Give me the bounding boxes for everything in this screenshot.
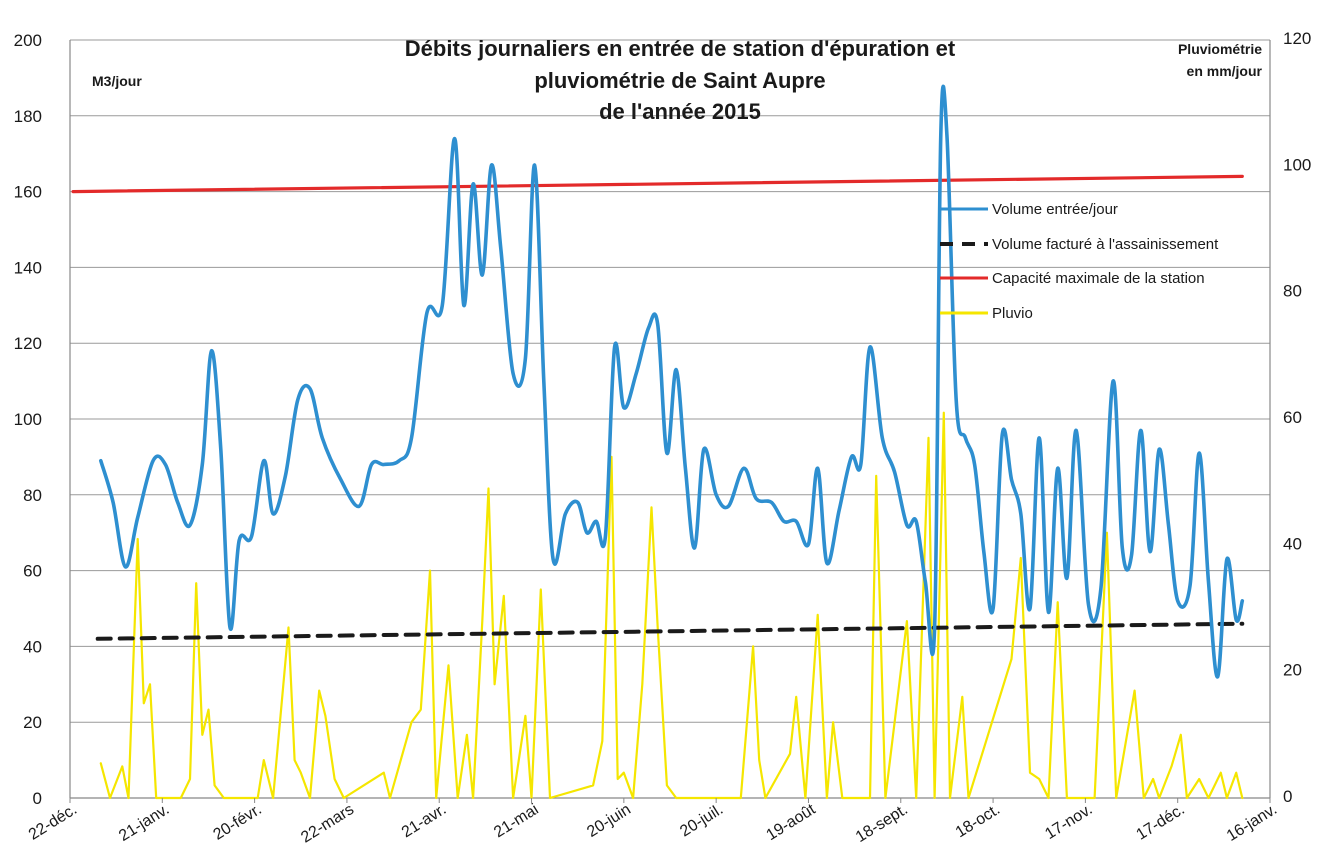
right-axis-tick-label-1: 20 xyxy=(1283,661,1302,680)
x-axis-tick-label-12: 17-déc. xyxy=(1134,801,1188,844)
x-axis-tick-label-9: 18-sept. xyxy=(853,801,911,846)
left-axis-tick-label-2: 40 xyxy=(23,637,42,656)
legend-label-volume-facture-a-l-assainissement: Volume facturé à l'assainissement xyxy=(992,236,1219,253)
legend-label-pluvio: Pluvio xyxy=(992,305,1033,322)
series-line-pluvio xyxy=(99,411,1244,800)
series-line-volume-entree-jour xyxy=(99,84,1245,679)
left-axis-tick-label-3: 60 xyxy=(23,562,42,581)
right-axis-tick-label-3: 60 xyxy=(1283,408,1302,427)
left-axis-tick-label-10: 200 xyxy=(14,31,42,50)
legend-label-volume-entree-jour: Volume entrée/jour xyxy=(992,201,1118,218)
x-axis-tick-label-4: 21-avr. xyxy=(399,801,449,841)
left-axis-tick-label-1: 20 xyxy=(23,713,42,732)
left-axis-tick-label-4: 80 xyxy=(23,486,42,505)
left-axis-tick-label-6: 120 xyxy=(14,334,42,353)
x-axis-tick-label-11: 17-nov. xyxy=(1042,801,1095,843)
gridlines xyxy=(70,39,1270,723)
right-axis-unit-label-line-2: en mm/jour xyxy=(1187,63,1263,79)
x-axis-tick-label-1: 21-janv. xyxy=(116,801,172,845)
chart-title-line-3: de l'année 2015 xyxy=(599,99,761,124)
x-axis-ticks: 22-déc. 21-janv. 20-févr. 22-mars 21-avr. 21-… xyxy=(26,798,1280,846)
legend: Volume entrée/jour Volume facturé à l'ass… xyxy=(940,201,1219,322)
x-axis-tick-label-8: 19-août xyxy=(764,801,819,844)
right-axis-tick-label-2: 40 xyxy=(1283,534,1302,553)
right-axis-tick-label-0: 0 xyxy=(1283,787,1292,806)
left-axis-unit-label: M3/jour xyxy=(92,73,142,89)
series-line-volume-facture-a-l-assainissement xyxy=(95,621,1245,641)
chart-title-line-1: Débits journaliers en entrée de station … xyxy=(405,36,956,61)
chart-title-line-2: pluviométrie de Saint Aupre xyxy=(534,68,825,93)
left-axis-tick-label-8: 160 xyxy=(14,183,42,202)
right-axis-tick-label-5: 100 xyxy=(1283,155,1311,174)
x-axis-tick-label-7: 20-juil. xyxy=(677,801,726,840)
left-axis-tick-label-9: 180 xyxy=(14,107,42,126)
left-axis-tick-label-7: 140 xyxy=(14,258,42,277)
x-axis-tick-label-6: 20-juin xyxy=(584,801,634,841)
x-axis-tick-label-10: 18-oct. xyxy=(953,801,1003,841)
right-axis-unit-label-line-1: Pluviométrie xyxy=(1178,41,1262,57)
legend-label-capacite-maximale-de-la-station: Capacité maximale de la station xyxy=(992,270,1205,287)
series-line-capacite-maximale-de-la-station xyxy=(71,174,1244,194)
x-axis-tick-label-2: 20-févr. xyxy=(210,801,264,844)
left-axis-tick-label-0: 0 xyxy=(33,789,42,808)
x-axis-tick-label-13: 16-janv. xyxy=(1224,801,1280,845)
left-axis-ticks: 0 20 40 60 80 100 120 140 160 180 200 xyxy=(14,31,42,808)
series-layer xyxy=(71,84,1245,800)
right-axis-tick-label-4: 80 xyxy=(1283,282,1302,301)
x-axis-tick-label-5: 21-mai xyxy=(491,801,541,841)
x-axis-tick-label-3: 22-mars xyxy=(298,801,357,847)
left-axis-tick-label-5: 100 xyxy=(14,410,42,429)
right-axis-tick-label-6: 120 xyxy=(1283,29,1311,48)
right-axis-ticks: 0 20 40 60 80 100 120 xyxy=(1283,29,1311,806)
